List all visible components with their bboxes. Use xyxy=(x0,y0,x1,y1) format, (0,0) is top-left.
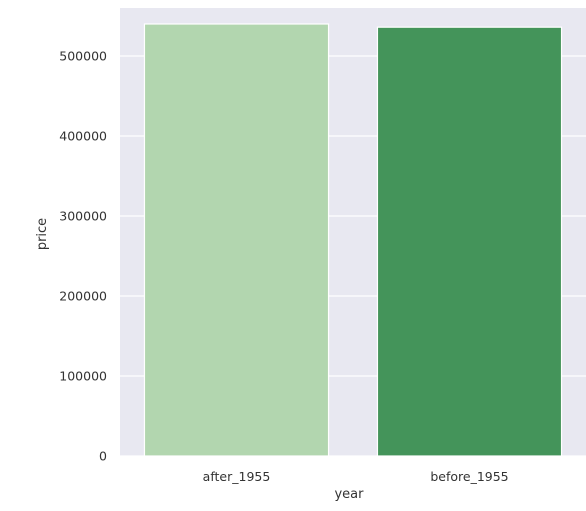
x-axis-ticks: after_1955 before_1955 xyxy=(203,469,509,484)
y-tick-label: 200000 xyxy=(59,289,107,304)
y-tick-label: 300000 xyxy=(59,209,107,224)
y-tick-label: 400000 xyxy=(59,129,107,144)
bar-before-1955 xyxy=(376,26,563,457)
x-tick-label: before_1955 xyxy=(430,469,508,484)
y-axis-ticks: 0 100000 200000 300000 400000 500000 xyxy=(59,49,107,464)
x-tick-label: after_1955 xyxy=(203,469,271,484)
bars xyxy=(143,23,563,457)
y-tick-label: 0 xyxy=(99,449,107,464)
y-tick-label: 500000 xyxy=(59,49,107,64)
y-tick-label: 100000 xyxy=(59,369,107,384)
y-axis-label: price xyxy=(35,218,50,250)
bar-after-1955 xyxy=(143,23,330,457)
x-axis-label: year xyxy=(334,487,364,502)
